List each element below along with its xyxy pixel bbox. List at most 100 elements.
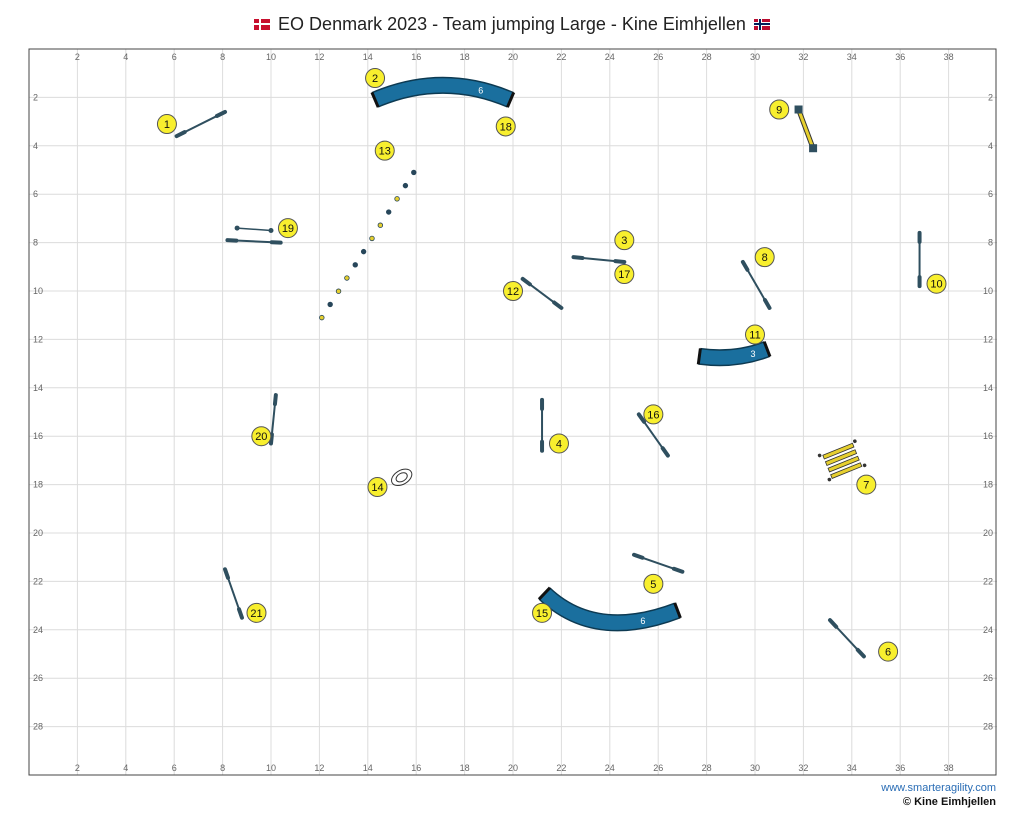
axis-ticks: 2244668810101212141416161818202022222424…: [33, 52, 993, 773]
wall-post: [268, 228, 274, 233]
y-tick-left: 6: [33, 189, 38, 199]
tunnel-end: [696, 348, 702, 365]
number-marker: 20: [251, 426, 272, 447]
denmark-flag-icon: [254, 18, 271, 30]
x-tick-bottom: 6: [172, 763, 177, 773]
tunnel-end: [673, 602, 682, 619]
jump-8: [740, 259, 772, 310]
x-tick-top: 10: [266, 52, 276, 62]
marker-label: 5: [650, 579, 656, 591]
x-tick-bottom: 18: [460, 763, 470, 773]
marker-circle: [643, 404, 664, 425]
marker-label: 14: [371, 482, 383, 494]
x-tick-bottom: 36: [895, 763, 905, 773]
marker-circle: [614, 264, 635, 285]
marker-label: 20: [255, 431, 267, 443]
marker-label: 10: [930, 279, 942, 291]
x-tick-top: 38: [944, 52, 954, 62]
x-tick-top: 26: [653, 52, 663, 62]
norway-flag-icon: [753, 18, 770, 30]
marker-label: 1: [164, 119, 170, 131]
tunnel-length-label: 3: [751, 349, 756, 359]
x-tick-top: 24: [605, 52, 615, 62]
tunnel-end: [370, 91, 380, 108]
y-tick-right: 12: [983, 334, 993, 344]
x-tick-top: 20: [508, 52, 518, 62]
jump-19: [225, 238, 283, 245]
marker-circle: [365, 68, 386, 89]
marker-circle: [643, 573, 664, 594]
y-tick-left: 12: [33, 334, 43, 344]
number-marker: 17: [614, 264, 635, 285]
number-marker: 21: [246, 602, 267, 623]
jump-wing: [671, 566, 685, 574]
tire-frame: [391, 468, 413, 487]
contact-end: [794, 105, 803, 114]
weave-pole: [360, 248, 367, 255]
field-border: [28, 48, 997, 776]
website-link[interactable]: www.smarteragility.com: [881, 782, 996, 794]
grid: [29, 49, 997, 775]
copyright-text: © Kine Eimhjellen: [902, 796, 996, 808]
marker-circle: [878, 641, 899, 662]
jump-wing: [552, 300, 564, 310]
tunnel: 6: [537, 586, 682, 632]
tunnel-length-label: 6: [640, 616, 645, 626]
number-marker: 13: [374, 140, 395, 161]
long-jump-pole: [817, 453, 822, 458]
jump-wing: [223, 567, 230, 580]
jump-16: [636, 412, 670, 458]
y-tick-right: 14: [983, 383, 993, 393]
marker-circle: [532, 602, 553, 623]
x-tick-bottom: 16: [411, 763, 421, 773]
marker-circle: [548, 433, 569, 454]
number-marker: 16: [643, 404, 664, 425]
number-marker: 19: [277, 218, 298, 239]
x-tick-bottom: 12: [314, 763, 324, 773]
jump-wing: [269, 432, 274, 446]
x-tick-bottom: 2: [75, 763, 80, 773]
number-marker: 15: [532, 602, 553, 623]
number-marker: 3: [614, 230, 635, 251]
jump-wing: [214, 109, 228, 118]
marker-label: 13: [379, 146, 391, 158]
jump-wing: [636, 412, 647, 424]
title-bar: EO Denmark 2023 - Team jumping Large - K…: [0, 10, 1024, 38]
long-jump-pole: [827, 477, 832, 482]
tunnel-body: [539, 588, 681, 630]
y-tick-right: 10: [983, 286, 993, 296]
jump-wing: [272, 393, 278, 407]
y-tick-left: 8: [33, 238, 38, 248]
tunnel-end: [537, 586, 552, 601]
jump-wing: [571, 255, 585, 260]
jump-wing: [740, 259, 750, 272]
number-marker: 12: [503, 281, 523, 301]
marker-label: 6: [885, 647, 891, 659]
x-tick-top: 22: [556, 52, 566, 62]
marker-label: 18: [500, 121, 512, 133]
weave-pole: [335, 288, 342, 294]
long-jump-pole: [862, 463, 867, 468]
marker-circle: [374, 140, 395, 161]
weave-pole: [352, 262, 358, 268]
number-marker: 4: [548, 433, 569, 454]
number-marker: 18: [495, 116, 516, 137]
number-marker: 5: [643, 573, 664, 594]
number-marker: 10: [926, 273, 947, 294]
x-tick-top: 14: [363, 52, 373, 62]
jump-20: [269, 393, 278, 446]
contact-9: [794, 105, 818, 153]
weave-pole: [344, 275, 350, 281]
long-jump-board: [827, 455, 860, 473]
marker-label: 9: [776, 105, 782, 117]
y-tick-left: 24: [33, 625, 43, 635]
weave-pole: [411, 169, 417, 176]
marker-circle: [745, 324, 765, 345]
weave-pole: [402, 182, 409, 189]
wall-19: [234, 225, 274, 233]
jump-wing: [855, 647, 866, 659]
x-tick-bottom: 26: [653, 763, 663, 773]
number-marker: 1: [156, 114, 177, 135]
number-marker: 9: [769, 99, 790, 120]
x-tick-bottom: 32: [798, 763, 808, 773]
